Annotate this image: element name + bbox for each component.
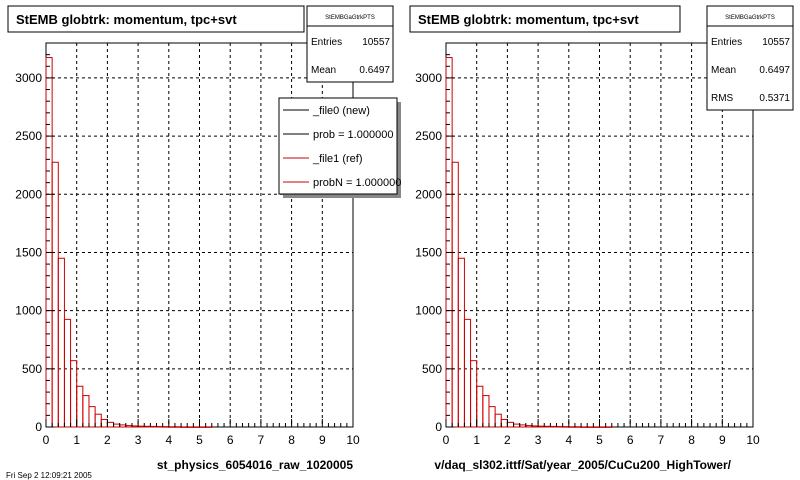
grid-lines	[46, 43, 353, 427]
y-tick-label: 2500	[415, 129, 442, 143]
histogram-bar	[186, 426, 194, 428]
histogram-bar	[586, 426, 594, 428]
histogram-bar	[592, 426, 600, 428]
legend-label: _file0 (new)	[312, 105, 370, 117]
stats-frame	[306, 5, 394, 83]
histogram-bar	[156, 426, 164, 428]
y-tick-label: 1500	[15, 245, 42, 259]
axes: 0 1 2 3 4 5 6 7 8 9 10 0 500 1000 1500 2000 2500 3000	[415, 54, 760, 447]
y-tick-label: 0	[435, 420, 442, 434]
x-tick-label: 7	[258, 433, 265, 447]
stats-box: StEMBGaGtrkPTS Entries 10557 Mean 0.6497	[306, 5, 394, 83]
x-tick-label: 4	[565, 433, 572, 447]
stats-label: Mean	[311, 65, 336, 76]
stats-value: 0.6497	[759, 65, 790, 76]
x-tick-label: 10	[746, 433, 760, 447]
footer-stamp: Fri Sep 2 12:09:21 2005	[6, 471, 92, 480]
x-tick-label: 2	[104, 433, 111, 447]
histogram-bar	[199, 426, 207, 428]
histogram-panel-right: 0 1 2 3 4 5 6 7 8 9 10 0 500 1000 1500 2000 2500 3000 StE…	[409, 5, 794, 472]
x-axis-label: v/daq_sl302.ittf/Sat/year_2005/CuCu200_H…	[434, 458, 731, 472]
x-tick-label: 9	[319, 433, 326, 447]
x-tick-label: 9	[719, 433, 726, 447]
histogram-bar	[605, 426, 613, 428]
histogram-bar	[599, 426, 607, 428]
histogram-bar	[537, 425, 545, 428]
grid-lines	[446, 43, 753, 427]
histogram-bar	[574, 426, 582, 428]
axes: 0 1 2 3 4 5 6 7 8 9 10 0 500 1000 1500 2000 2500 3000	[15, 54, 360, 447]
histogram-panel-left: 0 1 2 3 4 5 6 7 8 9 10 0 500 1000 1500 2000 2500 3000 StE…	[7, 5, 401, 472]
x-tick-label: 7	[658, 433, 665, 447]
chart-title: StEMB globtrk: momentum, tpc+svt	[16, 12, 237, 27]
y-tick-label: 1500	[415, 245, 442, 259]
x-tick-label: 5	[596, 433, 603, 447]
histogram-bar	[149, 425, 158, 428]
y-tick-label: 500	[422, 362, 442, 376]
title-box: StEMB globtrk: momentum, tpc+svt	[7, 5, 305, 33]
chart-title: StEMB globtrk: momentum, tpc+svt	[418, 12, 639, 27]
x-tick-label: 0	[43, 433, 50, 447]
legend-label: prob = 1.000000	[313, 129, 393, 141]
stats-label: Mean	[711, 65, 736, 76]
legend: _file0 (new) prob = 1.000000 _file1 (ref) p…	[278, 97, 401, 198]
x-tick-label: 8	[688, 433, 695, 447]
stats-label: Entries	[311, 37, 342, 48]
y-tick-label: 1000	[15, 304, 42, 318]
x-tick-label: 4	[165, 433, 172, 447]
y-tick-label: 1000	[415, 304, 442, 318]
histogram-bar	[543, 425, 551, 428]
y-tick-label: 3000	[415, 71, 442, 85]
x-tick-label: 3	[535, 433, 542, 447]
y-tick-label: 0	[35, 420, 42, 434]
histogram-bar	[205, 426, 213, 428]
histogram-bar	[568, 426, 576, 428]
legend-frame	[278, 97, 398, 195]
histogram-bar	[549, 425, 558, 428]
x-tick-label: 0	[443, 433, 450, 447]
histogram-bar	[556, 426, 564, 428]
histogram-bar	[143, 425, 151, 428]
stats-frame	[706, 5, 794, 111]
stats-label: RMS	[711, 93, 734, 104]
x-tick-label: 8	[288, 433, 295, 447]
stats-value: 0.5371	[759, 93, 790, 104]
stats-label: Entries	[711, 37, 742, 48]
y-tick-label: 3000	[15, 71, 42, 85]
stats-title: StEMBGaGtrkPTS	[325, 15, 375, 21]
x-tick-label: 3	[135, 433, 142, 447]
histogram-bar	[580, 426, 588, 428]
stats-value: 10557	[762, 37, 790, 48]
histogram-bar	[180, 426, 188, 428]
y-tick-label: 2000	[415, 187, 442, 201]
histogram-bar	[562, 426, 570, 428]
histogram-bar	[162, 426, 170, 428]
stats-value: 10557	[362, 37, 390, 48]
title-box: StEMB globtrk: momentum, tpc+svt	[409, 5, 681, 33]
y-tick-label: 2500	[15, 129, 42, 143]
x-tick-label: 5	[196, 433, 203, 447]
legend-label: _file1 (ref)	[312, 153, 363, 165]
x-axis-label: st_physics_6054016_raw_1020005	[157, 458, 353, 472]
x-tick-label: 2	[504, 433, 511, 447]
stats-value: 0.6497	[359, 65, 390, 76]
histogram-bar	[168, 426, 176, 428]
x-tick-label: 1	[73, 433, 80, 447]
x-tick-label: 6	[627, 433, 634, 447]
y-tick-label: 500	[22, 362, 42, 376]
histogram-bar	[137, 425, 145, 428]
histogram-bar	[192, 426, 201, 428]
x-tick-label: 6	[227, 433, 234, 447]
legend-label: probN = 1.000000	[313, 177, 401, 189]
y-tick-label: 2000	[15, 187, 42, 201]
histogram-bar	[174, 426, 182, 428]
x-tick-label: 10	[346, 433, 360, 447]
stats-box: StEMBGaGtrkPTS Entries 10557 Mean 0.6497 RMS 0…	[706, 5, 794, 111]
stats-title: StEMBGaGtrkPTS	[725, 15, 775, 21]
x-tick-label: 1	[473, 433, 480, 447]
